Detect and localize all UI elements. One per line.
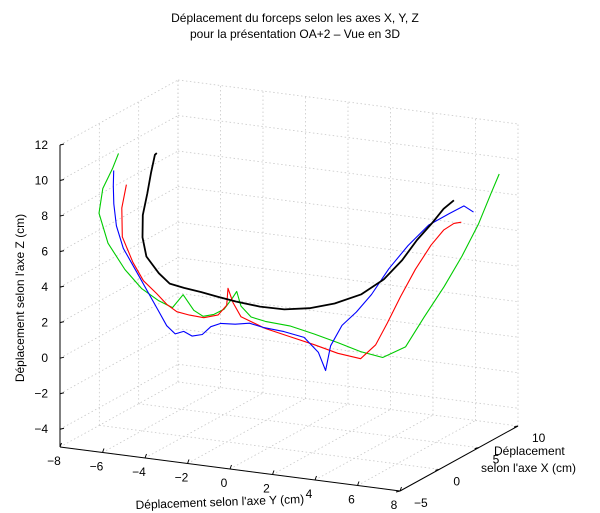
z-tick-label: −4 bbox=[34, 422, 48, 436]
grid-line bbox=[59, 381, 179, 448]
z-tick-label: 4 bbox=[41, 280, 48, 294]
z-tick-mark bbox=[59, 214, 65, 217]
z-axis-label: Déplacement selon l'axe Z (cm) bbox=[13, 214, 27, 382]
series-line-2 bbox=[121, 184, 462, 360]
x-tick-label: −4 bbox=[132, 465, 146, 479]
y-tick-mark bbox=[395, 490, 401, 493]
grid-line bbox=[272, 409, 391, 475]
z-tick-mark bbox=[59, 356, 65, 359]
x-tick-label: 8 bbox=[391, 498, 398, 512]
grid-line bbox=[59, 328, 179, 395]
tick-labels: −8 −6 −4 −2 0 2 4 6 8 −5 0 5 10 −4 −2 0 2 4 6 8 10 12 bbox=[34, 138, 545, 512]
grid-line bbox=[314, 414, 434, 481]
grid-line bbox=[177, 186, 519, 231]
x-tick-label: −2 bbox=[175, 471, 189, 485]
grid-line bbox=[177, 221, 519, 267]
grid-line bbox=[59, 257, 179, 323]
x-tick-mark bbox=[399, 486, 402, 492]
z-tick-mark bbox=[59, 179, 65, 182]
z-tick-label: 2 bbox=[41, 316, 48, 330]
grid-line bbox=[177, 381, 519, 427]
x-tick-mark bbox=[229, 464, 232, 470]
grid-line bbox=[229, 403, 349, 470]
grid-line bbox=[177, 79, 519, 125]
grid-line bbox=[187, 398, 306, 464]
grid-line bbox=[177, 328, 519, 374]
x-tick-mark bbox=[272, 470, 275, 475]
y-tick-label: 10 bbox=[532, 431, 546, 445]
grid-line bbox=[99, 424, 440, 470]
grid-line bbox=[177, 363, 519, 409]
y-axis-label-line1: Déplacement bbox=[494, 444, 565, 458]
x-axis-label: Déplacement selon l'axe Y (cm) bbox=[135, 492, 304, 512]
y-tick-mark bbox=[513, 425, 519, 428]
z-tick-mark bbox=[59, 143, 65, 146]
z-tick-mark bbox=[59, 427, 65, 430]
chart-subtitle: pour la présentation OA+2 – Vue en 3D bbox=[190, 27, 400, 41]
z-tick-label: 10 bbox=[35, 174, 49, 188]
x-tick-mark bbox=[59, 442, 62, 448]
grid-line bbox=[59, 186, 179, 252]
series-line-4 bbox=[141, 152, 455, 311]
z-tick-label: 12 bbox=[35, 138, 49, 152]
y-axis-label-line2: selon l'axe X (cm) bbox=[481, 461, 576, 475]
grid-line bbox=[177, 257, 519, 303]
series-group bbox=[98, 152, 500, 372]
x-tick-mark bbox=[314, 475, 317, 481]
x-tick-label: 0 bbox=[221, 476, 228, 490]
axes bbox=[59, 143, 519, 493]
y-axis-line bbox=[399, 425, 519, 492]
grid-line bbox=[177, 150, 519, 196]
y-tick-mark bbox=[474, 447, 479, 450]
grid-line bbox=[102, 387, 221, 453]
x-tick-mark bbox=[144, 453, 147, 459]
series-line-1 bbox=[98, 153, 500, 359]
grid-line bbox=[144, 392, 264, 459]
z-tick-label: 8 bbox=[41, 209, 48, 223]
y-tick-label: 5 bbox=[493, 453, 500, 467]
z-tick-mark bbox=[59, 285, 65, 288]
z-tick-mark bbox=[59, 250, 65, 253]
x-tick-label: 4 bbox=[306, 487, 313, 501]
grid-line bbox=[59, 292, 179, 359]
chart-title: Déplacement du forceps selon les axes X,… bbox=[171, 11, 419, 25]
z-tick-label: 6 bbox=[41, 245, 48, 259]
x-tick-mark bbox=[102, 448, 105, 453]
grid-line bbox=[357, 420, 476, 486]
grid-line bbox=[59, 221, 179, 288]
grid-line bbox=[59, 363, 179, 430]
grid bbox=[59, 79, 519, 492]
x-tick-label: −6 bbox=[90, 460, 104, 474]
y-tick-mark bbox=[435, 468, 440, 471]
z-tick-mark bbox=[59, 392, 65, 395]
grid-line bbox=[59, 115, 179, 181]
z-tick-label: −2 bbox=[34, 387, 48, 401]
x-tick-mark bbox=[187, 459, 190, 464]
grid-line bbox=[177, 115, 519, 160]
series-line-3 bbox=[112, 170, 474, 372]
grid-line bbox=[138, 403, 479, 449]
z-tick-mark bbox=[59, 321, 65, 324]
x-tick-mark bbox=[357, 481, 360, 486]
grid-line bbox=[59, 79, 179, 146]
x-tick-label: 6 bbox=[348, 493, 355, 507]
z-tick-label: 0 bbox=[41, 351, 48, 365]
y-tick-label: −5 bbox=[414, 496, 428, 510]
y-tick-label: 0 bbox=[453, 474, 460, 488]
x-tick-label: 2 bbox=[263, 482, 270, 496]
x-tick-label: −8 bbox=[47, 454, 61, 468]
grid-line bbox=[59, 150, 179, 217]
